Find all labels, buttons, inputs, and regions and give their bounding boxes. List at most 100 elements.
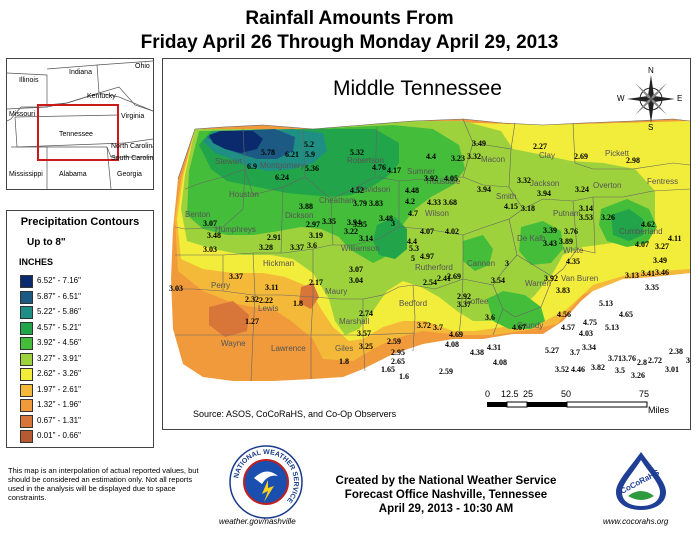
credit-block: Created by the National Weather Service …	[316, 474, 576, 516]
rainfall-value: 3.88	[299, 202, 313, 211]
county-label: De Kalb	[517, 234, 546, 243]
county-label: Fentress	[647, 177, 679, 186]
rainfall-value: 3.43	[543, 239, 557, 248]
rainfall-value: 2.69	[447, 272, 461, 281]
rainfall-value: 3.23	[451, 154, 465, 163]
legend-swatch-label: 0.01" - 0.66"	[37, 431, 81, 440]
rainfall-value: 3.28	[259, 243, 273, 252]
scale-label-4: 75	[639, 389, 650, 399]
legend-swatch-label: 1.32" - 1.96"	[37, 400, 81, 409]
county-label: Overton	[593, 181, 622, 190]
rainfall-value: 3.18	[521, 204, 535, 213]
rainfall-value: 4.33	[427, 198, 441, 207]
rainfall-value: 4.4	[407, 237, 417, 246]
county-label: Wayne	[221, 339, 246, 348]
legend-swatch	[20, 352, 33, 366]
inset-state-label: Mississippi	[9, 171, 43, 178]
rainfall-value: 1.27	[245, 317, 259, 326]
rainfall-value: 3.04	[349, 276, 363, 285]
county-label: Hickman	[263, 259, 295, 268]
county-label: Macon	[481, 155, 506, 164]
rainfall-value: 3.41	[641, 269, 655, 278]
county-label: Wilson	[425, 209, 450, 218]
rainfall-value: 3.26	[631, 371, 645, 380]
rainfall-value: 4.31	[487, 343, 501, 352]
rainfall-value: 3.07	[349, 265, 363, 274]
scale-label-3: 50	[561, 389, 572, 399]
rainfall-value: 3.07	[203, 219, 217, 228]
rainfall-value: 5.27	[545, 346, 559, 355]
cocorahs-emblem-icon: CoCoRaHS	[616, 452, 666, 510]
rainfall-value: 5.36	[305, 164, 319, 173]
rainfall-value: 5.13	[605, 323, 619, 332]
credit-line-2: Forecast Office Nashville, Tennessee	[344, 489, 548, 501]
county-label: Giles	[335, 344, 354, 353]
rainfall-value: 5	[411, 254, 415, 263]
rainfall-value: 3.03	[203, 245, 217, 254]
rainfall-value: 3.32	[517, 176, 531, 185]
disclaimer-text: This map is an interpolation of actual r…	[8, 466, 199, 502]
compass-e: E	[677, 94, 683, 103]
rainfall-value: 2.91	[267, 233, 281, 242]
rainfall-value: 3.34	[582, 343, 596, 352]
rainfall-value: 3.6	[307, 241, 317, 250]
rainfall-value: 2.54	[423, 278, 437, 287]
rainfall-value: 3.53	[579, 213, 593, 222]
rainfall-value: 6.24	[275, 173, 289, 182]
rainfall-value: 3.27	[655, 242, 669, 251]
rainfall-value: 3.7	[570, 348, 580, 357]
county-label: Williamson	[341, 244, 380, 253]
county-label: Sumner	[407, 167, 436, 176]
rainfall-value: 4.05	[444, 174, 458, 183]
rainfall-value: 3.89	[559, 237, 573, 246]
compass-rose-icon	[627, 75, 675, 123]
scale-bar: 0 12.5 25 50 75 Miles	[483, 389, 683, 419]
rainfall-value: 3.94	[347, 218, 361, 227]
county-label: Van Buren	[561, 274, 599, 283]
rainfall-value: 4.62	[641, 220, 655, 229]
county-label: Dickson	[285, 211, 314, 220]
rainfall-value: 2.74	[359, 309, 373, 318]
county-label: Davidson	[357, 185, 391, 194]
county-label: Pickett	[605, 149, 630, 158]
legend-swatch-label: 2.62" - 3.26"	[37, 369, 81, 378]
rainfall-value: 5.2	[304, 140, 314, 149]
legend-swatch	[20, 383, 33, 397]
rainfall-value: 4.97	[420, 252, 434, 261]
county-label: Lawrence	[271, 344, 306, 353]
rainfall-value: 3.76	[564, 227, 578, 236]
rainfall-value: 4.03	[579, 329, 593, 338]
county-label: Jackson	[530, 179, 560, 188]
county-label: Grundy	[517, 321, 544, 330]
county-label: White	[563, 246, 584, 255]
county-label: Coffee	[465, 297, 489, 306]
inset-state-label: Illinois	[19, 77, 39, 84]
rainfall-value: 4.02	[445, 227, 459, 236]
rainfall-value: 3.49	[653, 256, 667, 265]
scale-label-2: 25	[523, 389, 534, 399]
inset-state-label: North Carolina	[111, 143, 154, 150]
rainfall-value: 2.17	[309, 278, 323, 287]
rainfall-value: 3.03	[169, 284, 183, 293]
rainfall-value: 3.01	[665, 365, 679, 374]
rainfall-value: 3.22	[344, 227, 358, 236]
cocorahs-url[interactable]: www.cocorahs.org	[603, 517, 669, 526]
precipitation-legend: Precipitation Contours Up to 8" INCHES 6…	[6, 210, 154, 448]
rainfall-value: 3	[505, 259, 509, 268]
rainfall-value: 3.54	[491, 276, 505, 285]
rainfall-value: 4.76	[372, 163, 386, 172]
rainfall-value: 3.35	[645, 283, 659, 292]
legend-swatch-label: 3.27" - 3.91"	[37, 353, 81, 363]
rainfall-value: 3.68	[443, 198, 457, 207]
county-label: Warren	[525, 279, 551, 288]
legend-swatch-label: 3.92" - 4.56"	[37, 338, 81, 347]
nws-url[interactable]: weather.gov/nashville	[219, 517, 296, 526]
rainfall-value: 3.11	[265, 283, 279, 292]
rainfall-value: 3.52	[555, 365, 569, 374]
legend-title: Precipitation Contours	[20, 216, 140, 228]
scale-label-1: 12.5	[501, 389, 519, 399]
rainfall-value: 5.78	[261, 148, 275, 157]
scale-unit: Miles	[648, 405, 670, 415]
rainfall-value: 3.57	[357, 329, 371, 338]
county-label: Cannon	[467, 259, 496, 268]
